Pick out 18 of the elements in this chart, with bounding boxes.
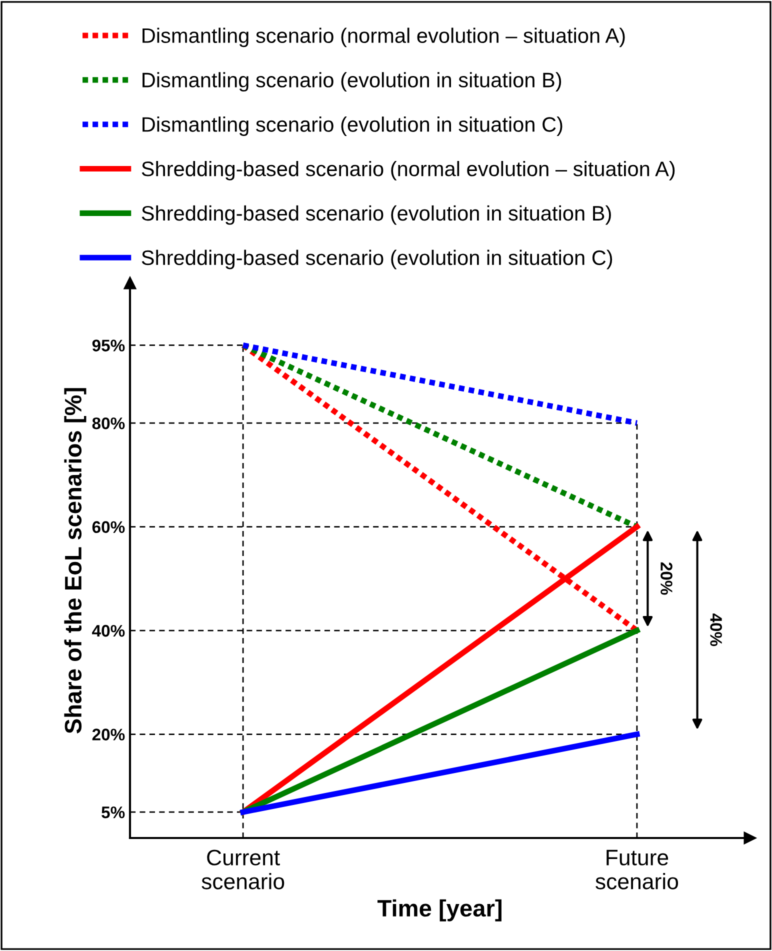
text: 40%: [710, 613, 722, 646]
x-axis-title: Time [year]: [377, 899, 502, 922]
y-tick-label: 20%: [92, 728, 125, 740]
legend-label: Shredding-based scenario (evolution in situation B): [142, 205, 611, 225]
x-tick-label: Current scenario: [202, 850, 284, 890]
y-tick-label: 5%: [102, 806, 125, 818]
legend-label: Dismantling scenario (evolution in situation B): [142, 72, 562, 92]
y-tick-label: 40%: [92, 624, 125, 637]
legend-label: Shredding-based scenario (evolution in situation C): [142, 250, 612, 270]
y-tick-label: 60%: [92, 521, 125, 533]
x-tick-label: Future scenario: [596, 850, 678, 890]
legend-label: Shredding-based scenario (normal evolution – situation A): [142, 160, 675, 180]
y-axis-title: Share of the EoL scenarios [%]: [64, 388, 86, 734]
text: 20%: [660, 562, 672, 595]
legend-label: Dismantling scenario (evolution in situation C): [142, 116, 562, 136]
legend-label: Dismantling scenario (normal evolution – situation A): [142, 28, 625, 48]
y-tick-label: 95%: [92, 340, 125, 352]
y-tick-label: 80%: [92, 417, 125, 430]
